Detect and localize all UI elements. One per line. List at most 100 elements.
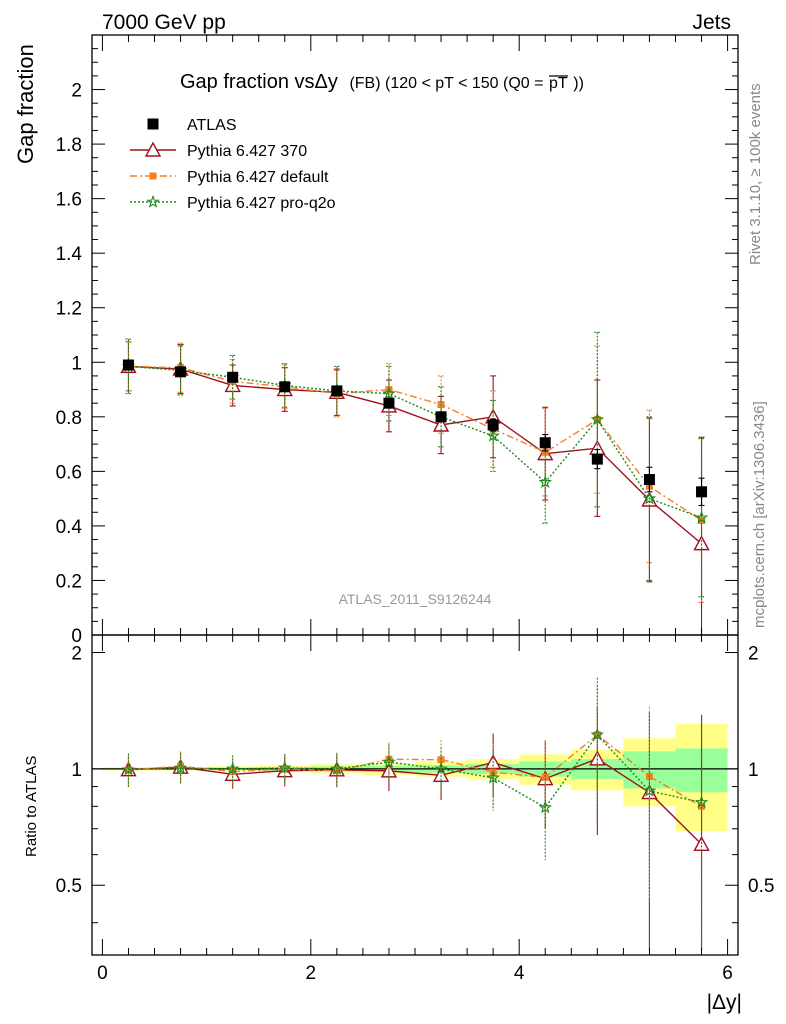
data-point bbox=[279, 381, 291, 393]
ratio-point bbox=[541, 773, 549, 781]
ratio-point bbox=[330, 761, 344, 775]
legend-entry: Pythia 6.427 pro-q2o bbox=[130, 194, 336, 212]
data-point bbox=[432, 416, 450, 432]
data-point bbox=[227, 371, 239, 383]
y-tick-label: 0.4 bbox=[56, 517, 83, 538]
ratio-y-tick-label: 1 bbox=[71, 760, 82, 781]
legend-entry: ATLAS bbox=[147, 117, 237, 134]
y-tick-label: 0.8 bbox=[56, 408, 82, 429]
ratio-series-line bbox=[128, 733, 702, 809]
chart-title-overline: pT bbox=[549, 75, 568, 92]
y-tick-label: 1.6 bbox=[56, 190, 82, 211]
data-point bbox=[175, 366, 187, 378]
y-tick-label: 0.6 bbox=[56, 462, 82, 483]
data-point bbox=[435, 411, 447, 423]
data-point bbox=[590, 412, 605, 426]
data-point bbox=[382, 386, 396, 400]
data-point bbox=[383, 397, 395, 409]
ratio-point bbox=[698, 802, 706, 810]
series-pythia-6-427-default bbox=[124, 341, 706, 603]
chart-title-detail: (FB) (120 < pT < 150 (Q0 = bbox=[349, 75, 543, 92]
ratio-series-pythia-6-427-pro-q2o bbox=[121, 677, 709, 950]
data-point bbox=[487, 419, 499, 431]
mcplots-label: mcplots.cern.ch [arXiv:1306.3436] bbox=[751, 401, 768, 628]
data-point bbox=[643, 474, 655, 486]
ratio-point bbox=[590, 727, 605, 741]
ratio-point bbox=[225, 761, 240, 775]
x-tick-label: 2 bbox=[306, 963, 317, 984]
ratio-series-line bbox=[128, 758, 703, 845]
legend-marker bbox=[144, 141, 162, 157]
legend: ATLAS Pythia 6.427 370 Pythia 6.427 defaul… bbox=[130, 117, 336, 212]
ratio-point bbox=[694, 795, 709, 809]
legend-marker bbox=[146, 194, 160, 208]
analysis-watermark: ATLAS_2011_S9126244 bbox=[339, 591, 492, 607]
axis-ticks bbox=[92, 34, 738, 955]
y-tick-label: 2 bbox=[71, 81, 82, 102]
legend-marker bbox=[147, 118, 159, 130]
y-tick-label: 1.2 bbox=[56, 299, 82, 320]
y-tick-label: 0.2 bbox=[56, 571, 82, 592]
series-line bbox=[128, 365, 702, 522]
axis-tick-labels: 00.20.40.60.811.21.41.61.820 2 4 60.5 0.51 12… bbox=[56, 81, 775, 984]
y-axis-title: Gap fraction bbox=[13, 44, 38, 164]
chart-title-close: )) bbox=[573, 75, 584, 92]
x-tick-label: 0 bbox=[97, 963, 108, 984]
process-label: Jets bbox=[692, 11, 731, 34]
x-axis-title: |Δy| bbox=[707, 991, 742, 1014]
data-point bbox=[591, 453, 603, 465]
chart-title-main: Gap fraction vsΔy bbox=[180, 71, 338, 93]
legend-label: ATLAS bbox=[187, 117, 237, 134]
ratio-y-tick-label-right: 2 bbox=[748, 644, 759, 665]
data-point bbox=[122, 359, 134, 371]
main-plot-series bbox=[120, 331, 710, 635]
data-point bbox=[696, 486, 708, 498]
series-line bbox=[128, 365, 702, 545]
data-point bbox=[642, 491, 657, 505]
y-tick-label: 1.4 bbox=[56, 244, 83, 265]
ratio-plot-series bbox=[120, 677, 710, 950]
ratio-point bbox=[486, 770, 500, 784]
x-tick-label: 6 bbox=[722, 963, 733, 984]
legend-label: Pythia 6.427 default bbox=[187, 169, 329, 186]
data-point bbox=[693, 535, 710, 551]
series-line bbox=[128, 365, 702, 519]
rivet-label: Rivet 3.1.10, ≥ 100k events bbox=[747, 83, 764, 265]
series-pythia-6-427-pro-q2o bbox=[121, 331, 709, 598]
ratio-point bbox=[121, 762, 136, 776]
data-point bbox=[538, 475, 552, 488]
energy-label: 7000 GeV pp bbox=[102, 11, 226, 34]
data-point bbox=[486, 428, 500, 442]
ratio-series-line bbox=[128, 733, 702, 807]
series-atlas bbox=[122, 359, 708, 507]
data-point bbox=[539, 437, 551, 449]
ratio-series-pythia-6-427-370 bbox=[120, 706, 710, 950]
ratio-point bbox=[432, 766, 450, 782]
y-tick-label: 0 bbox=[71, 626, 82, 647]
data-point bbox=[694, 510, 709, 524]
ratio-point bbox=[173, 760, 188, 774]
ratio-y-tick-label-right: 1 bbox=[748, 760, 759, 781]
chart-title: Gap fraction vsΔy (FB) (120 < pT < 150 (… bbox=[180, 71, 584, 93]
ratio-point bbox=[278, 760, 292, 774]
legend-entry: Pythia 6.427 370 bbox=[130, 141, 307, 160]
ratio-point bbox=[177, 762, 185, 770]
ratio-y-tick-label: 0.5 bbox=[56, 876, 82, 897]
ratio-point bbox=[538, 800, 552, 814]
x-tick-label: 4 bbox=[514, 963, 525, 984]
data-point bbox=[331, 385, 343, 397]
legend-marker bbox=[149, 172, 157, 180]
ratio-point bbox=[642, 783, 657, 797]
ratio-point bbox=[434, 761, 448, 775]
ratio-y-tick-label: 2 bbox=[71, 644, 82, 665]
y-tick-label: 1 bbox=[71, 353, 82, 374]
legend-label: Pythia 6.427 pro-q2o bbox=[187, 195, 336, 212]
ratio-uncertainty-band bbox=[102, 723, 728, 832]
ratio-y-tick-label-right: 0.5 bbox=[748, 876, 774, 897]
legend-entry: Pythia 6.427 default bbox=[130, 169, 329, 186]
ratio-point bbox=[382, 755, 396, 768]
legend-label: Pythia 6.427 370 bbox=[187, 143, 307, 160]
ratio-series-pythia-6-427-default bbox=[124, 685, 706, 950]
y-tick-label: 1.8 bbox=[56, 135, 82, 156]
